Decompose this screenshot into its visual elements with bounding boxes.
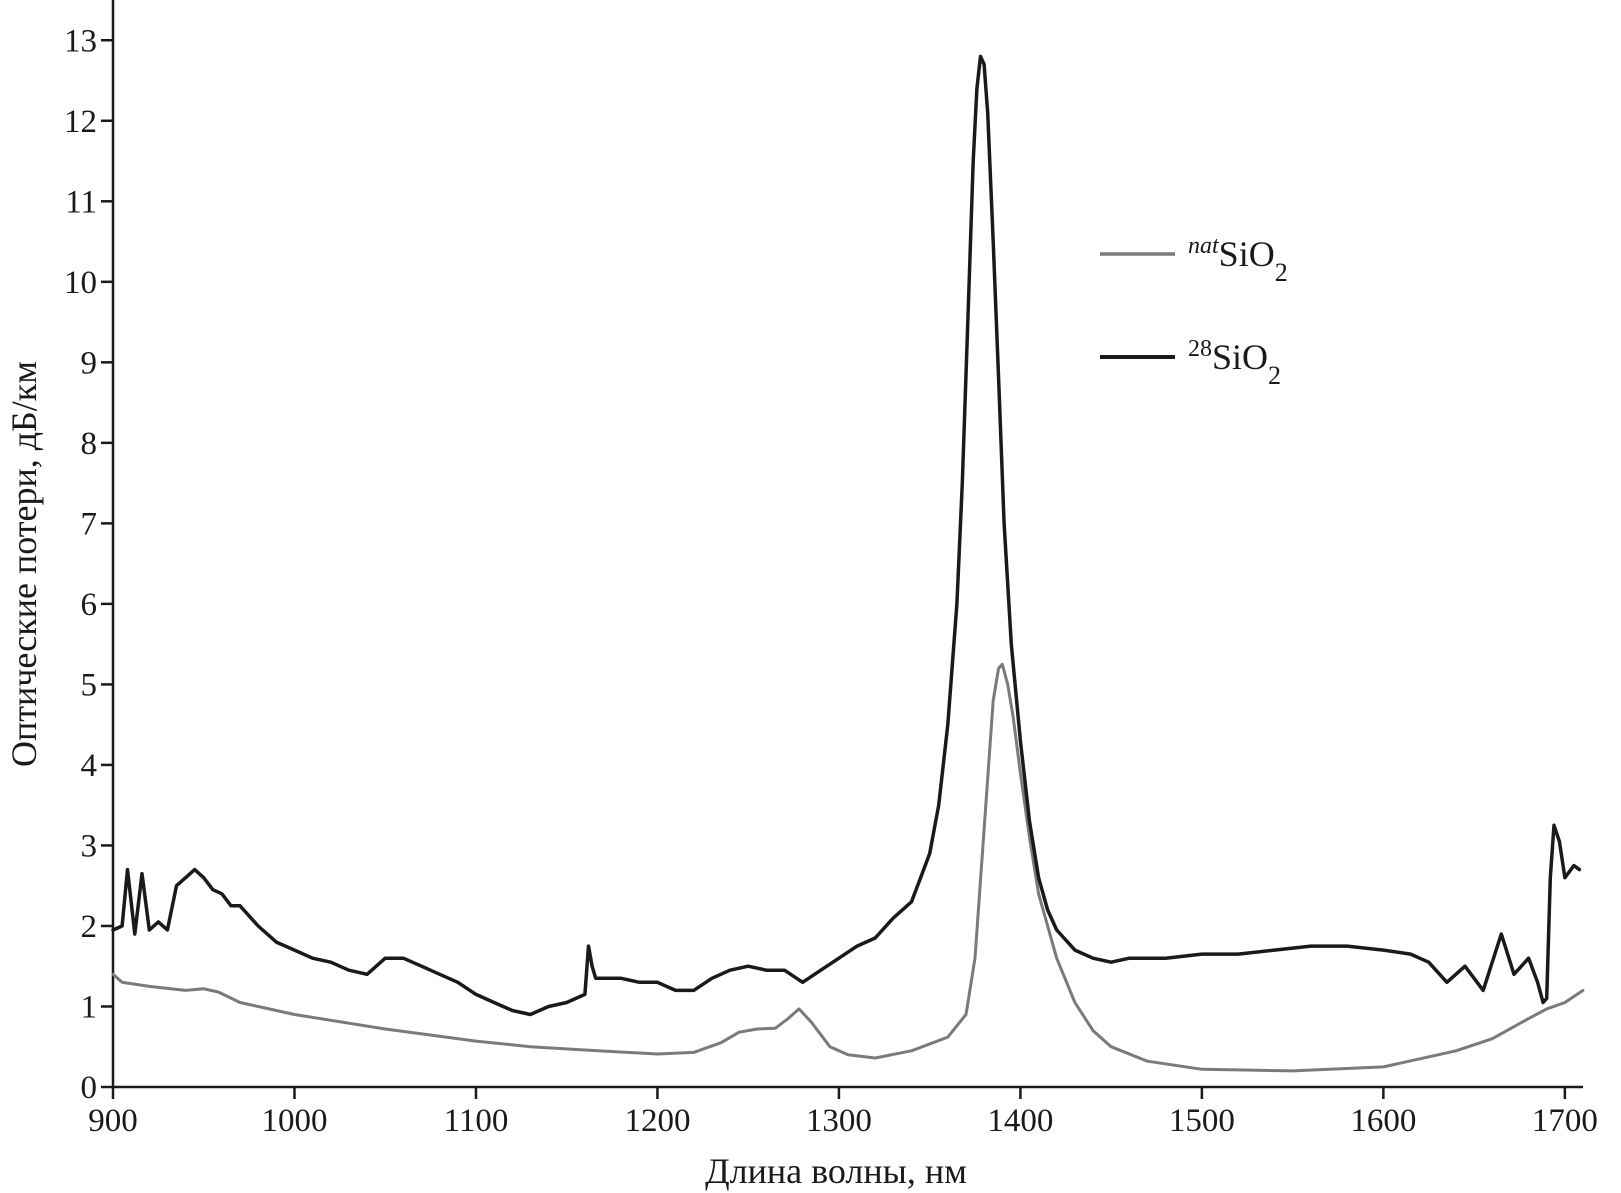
y-tick-label: 11 — [65, 184, 97, 220]
y-tick-label: 8 — [81, 426, 98, 462]
y-tick-label: 7 — [81, 506, 98, 542]
x-tick-label: 1600 — [1350, 1103, 1416, 1139]
x-tick-label: 1700 — [1532, 1103, 1598, 1139]
x-ticks: 900 1000 1100 1200 1300 1400 1500 1600 1700 — [88, 1087, 1598, 1139]
y-tick-label: 5 — [81, 667, 98, 703]
y-tick-label: 13 — [64, 23, 97, 59]
y-tick-label: 2 — [81, 909, 98, 945]
y-axis-label: Оптические потери, дБ/км — [4, 361, 44, 767]
y-tick-label: 3 — [81, 828, 98, 864]
x-tick-label: 1500 — [1169, 1103, 1235, 1139]
x-tick-label: 1000 — [261, 1103, 327, 1139]
y-tick-label: 1 — [81, 989, 98, 1025]
legend: natSiO2 28SiO2 — [1100, 233, 1288, 390]
x-tick-label: 1400 — [987, 1103, 1053, 1139]
y-tick-label: 9 — [81, 345, 98, 381]
x-tick-label: 1100 — [444, 1103, 509, 1139]
series-line-1 — [111, 54, 1582, 1017]
series-line-0 — [111, 662, 1585, 1073]
series-layer — [111, 54, 1585, 1073]
y-tick-label: 0 — [81, 1070, 98, 1106]
y-tick-label: 12 — [64, 104, 97, 140]
axes — [111, 0, 1583, 1089]
y-tick-label: 6 — [81, 587, 98, 623]
y-tick-label: 10 — [64, 265, 97, 301]
legend-entry-0: natSiO2 — [1188, 233, 1288, 287]
x-axis-label: Длина волны, нм — [705, 1151, 967, 1191]
x-tick-label: 1300 — [806, 1103, 872, 1139]
x-tick-label: 900 — [88, 1103, 138, 1139]
x-tick-label: 1200 — [624, 1103, 690, 1139]
y-tick-label: 4 — [81, 748, 98, 784]
legend-entry-1: 28SiO2 — [1188, 336, 1281, 390]
